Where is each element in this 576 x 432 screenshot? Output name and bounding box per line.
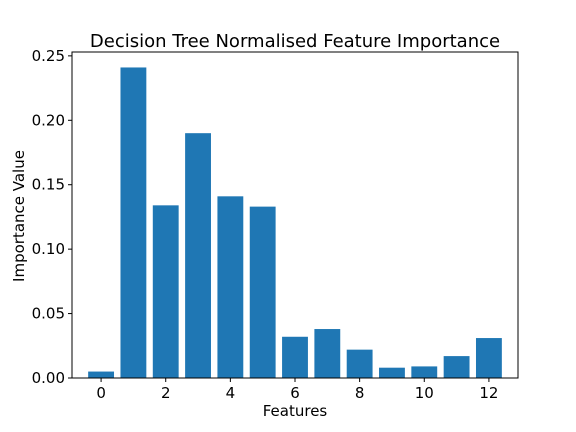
bar-feature-10 (411, 366, 438, 378)
y-tick-label-0: 0.00 (32, 369, 65, 387)
y-tick-label-4: 0.20 (32, 111, 65, 129)
bar-feature-12 (475, 338, 502, 378)
x-axis-label: Features (263, 402, 328, 420)
ticks-layer: 0 2 4 6 8 10 12 0.00 0.05 0.10 0.15 0.20 0.25 (32, 47, 499, 402)
bar-feature-0 (88, 371, 115, 378)
x-tick-label-2: 2 (161, 384, 171, 402)
bar-feature-8 (346, 349, 373, 378)
bar-feature-5 (249, 206, 276, 378)
y-tick-label-1: 0.05 (32, 305, 65, 323)
bar-feature-3 (185, 133, 211, 378)
x-tick-label-8: 8 (355, 384, 365, 402)
y-tick-label-2: 0.10 (32, 240, 65, 258)
y-tick-label-3: 0.15 (32, 176, 65, 194)
bar-feature-2 (152, 205, 179, 378)
bar-feature-1 (120, 67, 147, 378)
chart-title: Decision Tree Normalised Feature Importa… (90, 31, 500, 52)
bar-feature-11 (443, 356, 470, 378)
bar-feature-7 (314, 329, 341, 378)
bar-feature-4 (217, 196, 244, 378)
x-tick-label-6: 6 (290, 384, 300, 402)
x-tick-label-0: 0 (96, 384, 106, 402)
y-axis-label: Importance Value (10, 150, 28, 282)
y-tick-label-5: 0.25 (32, 47, 65, 65)
bar-feature-6 (282, 336, 308, 378)
x-tick-label-10: 10 (415, 384, 434, 402)
x-tick-label-12: 12 (479, 384, 498, 402)
bar-feature-9 (379, 367, 405, 378)
bars-layer (88, 67, 502, 378)
x-tick-label-4: 4 (226, 384, 236, 402)
